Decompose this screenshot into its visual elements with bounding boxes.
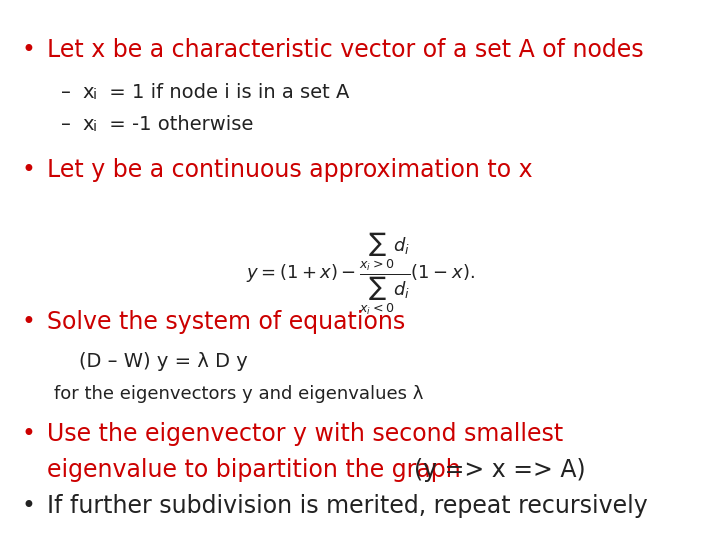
- Text: •: •: [22, 38, 35, 62]
- Text: for the eigenvectors y and eigenvalues λ: for the eigenvectors y and eigenvalues λ: [54, 385, 423, 403]
- Text: $y = (1+x) - \dfrac{\sum_{x_i > 0} d_i}{\sum_{x_i < 0} d_i}(1-x).$: $y = (1+x) - \dfrac{\sum_{x_i > 0} d_i}{…: [246, 230, 474, 317]
- Text: Solve the system of equations: Solve the system of equations: [47, 310, 405, 334]
- Text: •: •: [22, 422, 35, 446]
- Text: Let x be a characteristic vector of a set A of nodes: Let x be a characteristic vector of a se…: [47, 38, 644, 62]
- Text: = 1 if node i is in a set A: = 1 if node i is in a set A: [103, 83, 349, 102]
- Text: = -1 otherwise: = -1 otherwise: [103, 115, 253, 134]
- Text: x: x: [83, 83, 94, 102]
- Text: x: x: [83, 115, 94, 134]
- Text: –: –: [61, 115, 71, 134]
- Text: •: •: [22, 310, 35, 334]
- Text: i: i: [93, 89, 97, 103]
- Text: –: –: [61, 83, 71, 102]
- Text: If further subdivision is merited, repeat recursively: If further subdivision is merited, repea…: [47, 494, 647, 518]
- Text: Use the eigenvector y with second smallest: Use the eigenvector y with second smalle…: [47, 422, 563, 446]
- Text: •: •: [22, 494, 35, 518]
- Text: (y => x => A): (y => x => A): [414, 458, 585, 482]
- Text: Let y be a continuous approximation to x: Let y be a continuous approximation to x: [47, 158, 532, 182]
- Text: eigenvalue to bipartition the graph: eigenvalue to bipartition the graph: [47, 458, 468, 482]
- Text: •: •: [22, 158, 35, 182]
- Text: i: i: [93, 120, 97, 134]
- Text: (D – W) y = λ D y: (D – W) y = λ D y: [79, 352, 248, 371]
